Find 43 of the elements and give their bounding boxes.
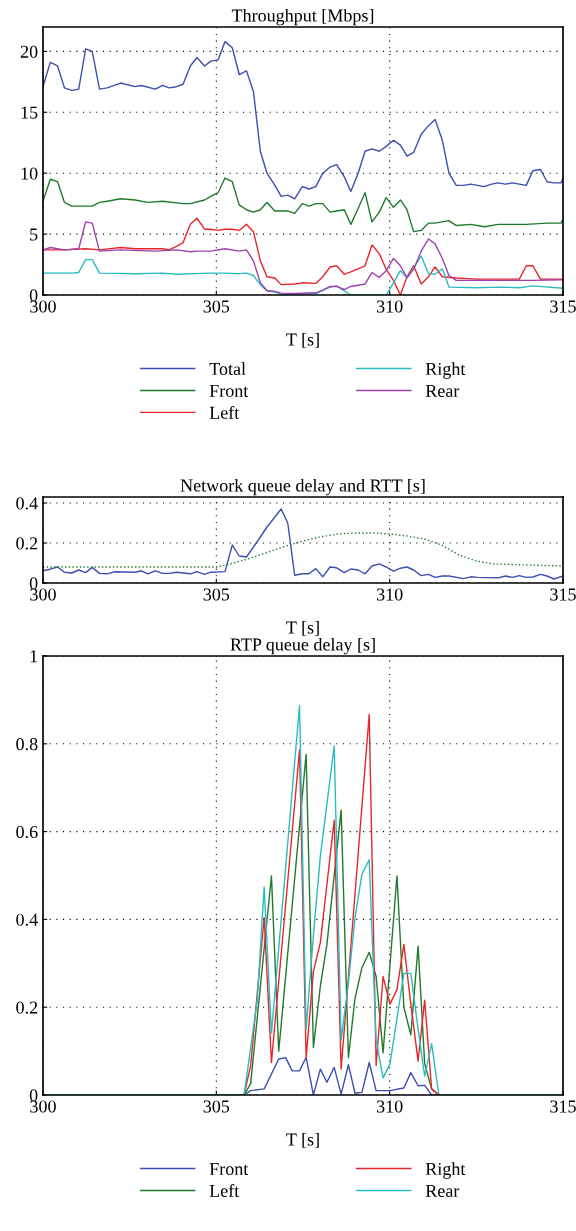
y-tick-label: 15 bbox=[21, 106, 38, 119]
y-tick-label: 0 bbox=[29, 577, 38, 590]
legend-label: Right bbox=[425, 362, 466, 379]
x-tick-label: 310 bbox=[376, 588, 403, 601]
legend-label: Left bbox=[209, 1184, 240, 1197]
legend-label: Rear bbox=[425, 1184, 460, 1197]
x-tick-label: 300 bbox=[30, 588, 56, 601]
legend-label: Left bbox=[209, 405, 240, 419]
x-axis-title: T [s] bbox=[286, 332, 319, 348]
x-tick-label: 300 bbox=[30, 1100, 56, 1113]
x-tick-label: 315 bbox=[550, 300, 576, 313]
y-tick-label: 0.2 bbox=[16, 1001, 38, 1014]
y-tick-label: 5 bbox=[30, 228, 38, 241]
legend-label: Front bbox=[209, 1163, 249, 1176]
x-tick-label: 300 bbox=[30, 300, 56, 313]
line-series bbox=[43, 40, 563, 200]
y-tick-label: 0.8 bbox=[16, 738, 38, 751]
line-series bbox=[43, 177, 563, 233]
y-tick-label: 1 bbox=[30, 650, 38, 663]
chart-title: Network queue delay and RTT [s] bbox=[180, 478, 425, 496]
legend-label: Right bbox=[425, 1162, 466, 1179]
y-tick-label: 0.4 bbox=[16, 497, 38, 510]
chart-title: Throughput [Mbps] bbox=[231, 8, 374, 26]
x-tick-label: 315 bbox=[550, 1100, 576, 1113]
legend-label: Total bbox=[209, 362, 246, 376]
x-tick-label: 310 bbox=[376, 1100, 403, 1113]
y-tick-label: 20 bbox=[20, 45, 38, 58]
y-tick-label: 0.6 bbox=[16, 825, 38, 839]
x-tick-label: 310 bbox=[376, 300, 403, 313]
y-tick-label: 10 bbox=[21, 167, 38, 180]
x-tick-label: 305 bbox=[203, 1100, 230, 1113]
y-tick-label: 0 bbox=[29, 289, 38, 302]
legend-label: Front bbox=[209, 384, 249, 397]
x-axis-title: T [s] bbox=[286, 1132, 319, 1148]
x-tick-label: 315 bbox=[550, 588, 576, 601]
legend-label: Rear bbox=[425, 384, 460, 397]
y-tick-label: 0 bbox=[29, 1089, 38, 1102]
chart-title: RTP queue delay [s] bbox=[230, 637, 375, 655]
x-tick-label: 305 bbox=[203, 300, 230, 313]
y-tick-label: 0.2 bbox=[16, 537, 38, 550]
x-tick-label: 305 bbox=[203, 588, 230, 601]
y-tick-label: 0.4 bbox=[16, 913, 38, 926]
x-axis-title: T [s] bbox=[286, 620, 319, 636]
